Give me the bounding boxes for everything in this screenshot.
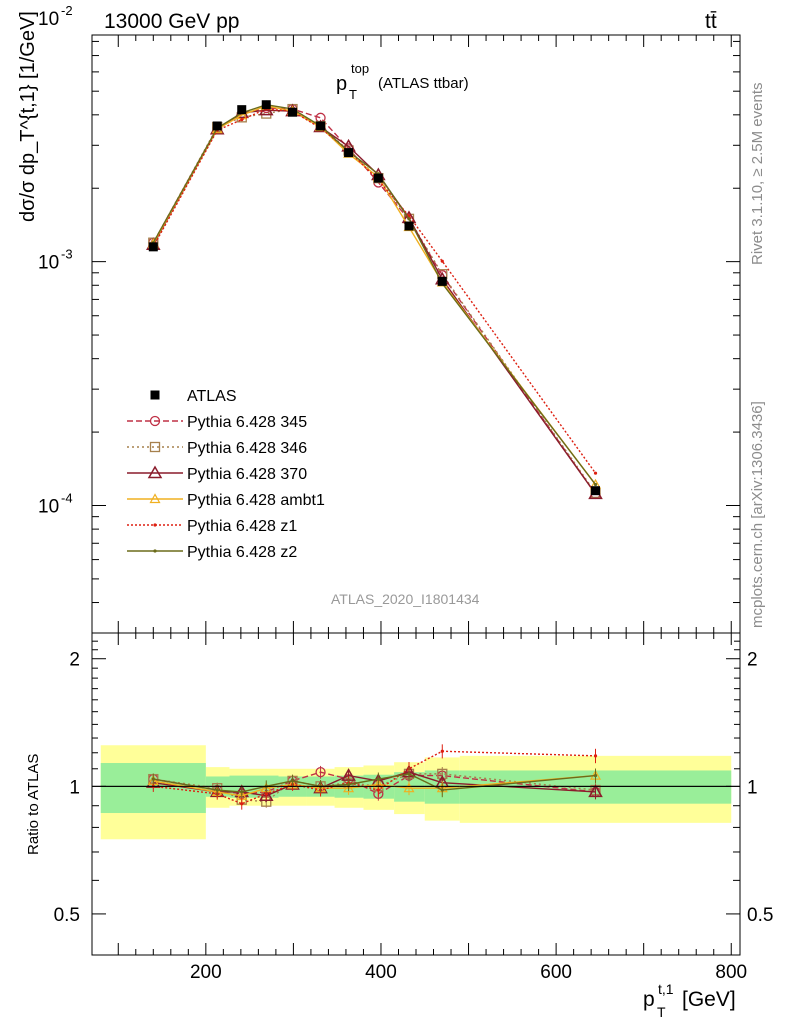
x-axis-label-main: p — [643, 988, 655, 1011]
legend-marker — [149, 441, 161, 453]
series-line-1 — [152, 108, 597, 494]
ratio-point — [264, 792, 268, 796]
legend-item: Pythia 6.428 z2 — [127, 544, 297, 561]
title-sub: T — [349, 87, 357, 102]
y-axis-label-main-text: dσ/σ dp_T^{t,1} [1/GeV] — [17, 11, 39, 222]
ratio-point — [343, 782, 355, 793]
ratio-y-tick-label-right: 0.5 — [747, 905, 773, 926]
y-tick-exponent: -4 — [61, 490, 73, 505]
y-tick-exponent: -2 — [61, 3, 73, 18]
ratio-point — [376, 788, 380, 792]
y-axis-label-main: dσ/σ dp_T^{t,1} [1/GeV] — [17, 11, 39, 222]
ratio-point — [440, 749, 444, 753]
reference-point — [437, 276, 447, 286]
ratio-point — [240, 802, 244, 806]
header-process-label: tt̄ — [705, 10, 717, 33]
ratio-point — [440, 788, 444, 792]
legend-label: Pythia 6.428 346 — [187, 440, 307, 457]
ratio-line-1 — [153, 773, 596, 803]
legend-item-reference: ATLAS — [150, 388, 237, 405]
y-tick-label: 10 — [38, 496, 59, 517]
ratio-point — [315, 767, 326, 778]
series-point — [440, 259, 444, 263]
legend-marker — [153, 549, 157, 553]
rivet-version-label: Rivet 3.1.10, ≥ 2.5M events — [749, 83, 766, 266]
legend-item: Pythia 6.428 ambt1 — [127, 492, 325, 509]
series-line-2 — [152, 109, 597, 495]
reference-point — [212, 121, 222, 131]
ratio-point — [151, 777, 155, 781]
ratio-point — [593, 754, 598, 758]
series-point — [593, 482, 598, 487]
mcplots-label: mcplots.cern.ch [arXiv:1306.3436] — [749, 401, 766, 628]
title-rest: (ATLAS ttbar) — [378, 75, 469, 92]
x-axis-label: p T t,1 [GeV] — [643, 981, 736, 1020]
series-point — [593, 471, 598, 475]
y-tick-label: 10 — [38, 253, 59, 274]
ratio-point — [403, 782, 415, 793]
ratio-point — [376, 777, 380, 781]
reference-point — [148, 242, 158, 252]
ratio-frame — [91, 632, 741, 956]
title-sup: top — [351, 61, 369, 76]
analysis-watermark: ATLAS_2020_I1801434 — [331, 591, 480, 607]
y-axis-label-ratio: Ratio to ATLAS — [25, 754, 42, 855]
ratio-point — [215, 788, 219, 792]
legend-label: ATLAS — [187, 388, 237, 405]
legend-label: Pythia 6.428 ambt1 — [187, 492, 325, 509]
main-panel: 10-410-310-2 — [38, 3, 741, 955]
legend-label: Pythia 6.428 z2 — [187, 544, 297, 561]
x-tick-label: 400 — [365, 962, 397, 983]
x-tick-label: 600 — [540, 962, 572, 983]
legend-label: Pythia 6.428 370 — [187, 466, 307, 483]
legend-marker — [150, 390, 160, 400]
x-axis-label-unit: [GeV] — [682, 988, 736, 1011]
legend-marker — [147, 465, 163, 479]
legend-marker — [149, 493, 161, 504]
ratio-y-tick-label: 2 — [69, 650, 80, 671]
ratio-y-tick-label: 0.5 — [54, 905, 80, 926]
ratio-point — [240, 790, 244, 794]
x-axis-label-sup: t,1 — [658, 981, 674, 997]
ratio-point — [407, 772, 411, 776]
ratio-y-tick-label-right: 2 — [747, 650, 758, 671]
legend-marker — [153, 523, 157, 527]
ratio-y-tick-label: 1 — [69, 777, 80, 798]
header-energy-label: 13000 GeV pp — [104, 10, 239, 33]
legend-item: Pythia 6.428 346 — [127, 440, 307, 457]
reference-point — [261, 100, 271, 110]
ratio-y-tick-label-right: 1 — [747, 777, 758, 798]
ratio-panel: 200 400 600 800 0.5 0.5 1 1 2 2 — [54, 632, 773, 983]
reference-point — [316, 121, 326, 131]
legend-item: Pythia 6.428 z1 — [127, 518, 297, 535]
ratio-point — [593, 773, 598, 778]
reference-point — [344, 148, 354, 158]
y-tick-exponent: -3 — [61, 247, 73, 262]
x-tick-label: 200 — [190, 962, 222, 983]
svg-text:p: p — [336, 73, 347, 95]
plot-title: p T top (ATLAS ttbar) — [336, 61, 469, 102]
reference-point — [404, 221, 414, 231]
legend-label: Pythia 6.428 345 — [187, 414, 307, 431]
reference-point — [591, 486, 601, 496]
ratio-point — [290, 779, 295, 783]
title-main: p — [336, 73, 347, 95]
legend-label: Pythia 6.428 z1 — [187, 518, 297, 535]
reference-point — [373, 173, 383, 183]
series-line-0 — [152, 107, 597, 495]
series-point — [407, 217, 411, 221]
ratio-point — [346, 782, 351, 787]
legend-marker — [149, 415, 161, 427]
y-tick-label: 10 — [38, 9, 59, 30]
x-tick-label: 800 — [715, 962, 747, 983]
ratio-point — [588, 784, 603, 798]
legend-item: Pythia 6.428 345 — [127, 414, 307, 431]
legend: ATLAS Pythia 6.428 345 Pythia 6.428 346 Pyt… — [127, 388, 325, 561]
reference-point — [288, 107, 298, 117]
x-axis-label-sub: T — [657, 1004, 666, 1020]
legend-item: Pythia 6.428 370 — [127, 465, 307, 483]
reference-point — [237, 105, 247, 115]
series-point — [240, 118, 244, 122]
